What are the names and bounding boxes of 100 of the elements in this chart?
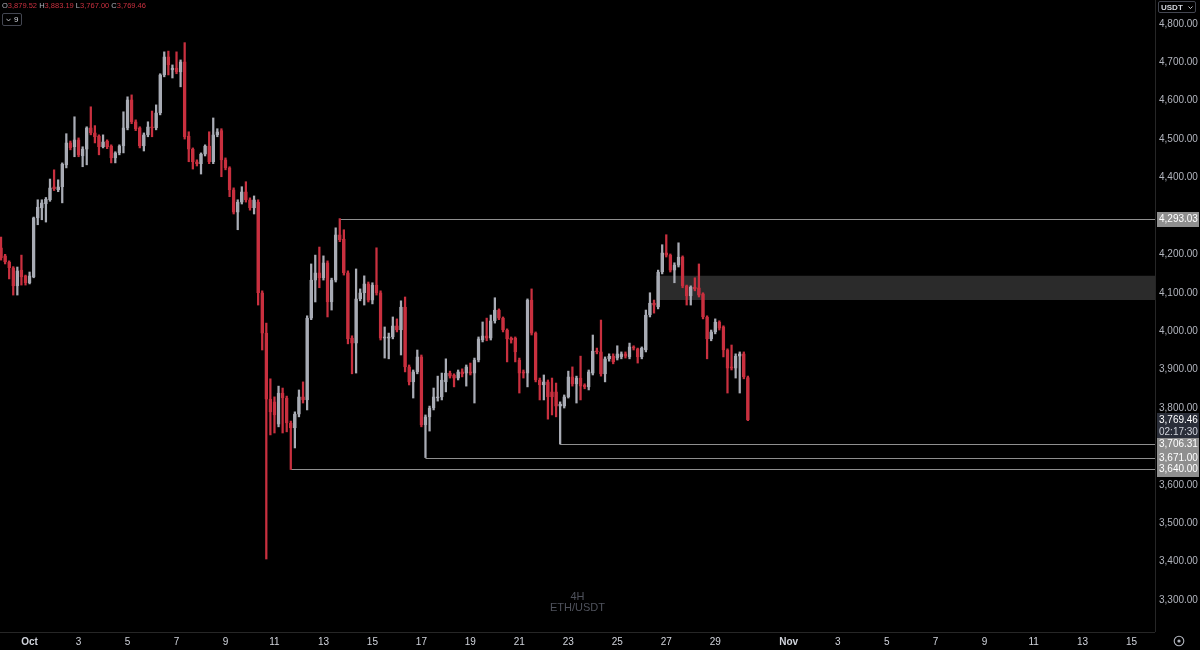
candlestick xyxy=(603,356,607,383)
candlestick xyxy=(154,104,158,131)
y-tick-label: 3,400.00 xyxy=(1159,555,1199,567)
candlestick xyxy=(464,364,469,387)
x-tick-label: 15 xyxy=(1125,635,1138,647)
x-tick-label: Nov xyxy=(779,635,799,647)
candlestick xyxy=(546,379,550,420)
candlestick xyxy=(505,328,509,363)
candlestick xyxy=(656,269,660,310)
annotation: 9 xyxy=(14,14,19,25)
candlestick xyxy=(293,411,297,449)
x-tick-label: 13 xyxy=(1076,635,1089,647)
x-tick-label: 27 xyxy=(660,635,673,647)
candlestick xyxy=(746,375,750,422)
candlestick xyxy=(701,292,705,320)
candlestick xyxy=(382,326,387,359)
candlestick xyxy=(705,315,709,360)
y-tick-label: 3,800.00 xyxy=(1159,401,1199,413)
candlestick xyxy=(0,236,3,261)
candlestick xyxy=(444,358,448,393)
candlestick xyxy=(101,134,105,149)
candlestick xyxy=(305,315,309,411)
text: 02:17:30 xyxy=(1159,425,1199,437)
y-tick-label: 4,400.00 xyxy=(1159,171,1199,183)
x-tick-label: 9 xyxy=(222,635,229,647)
x-tick-label: 17 xyxy=(415,635,428,647)
x-tick-label: 3 xyxy=(834,635,841,647)
y-tick-label: 4,600.00 xyxy=(1159,94,1199,106)
y-tick-label: 4,200.00 xyxy=(1159,248,1199,260)
candlestick xyxy=(3,254,7,265)
candlestick xyxy=(741,351,746,380)
candlestick xyxy=(554,382,558,418)
candlestick xyxy=(354,268,358,374)
ref-line-label: 3,640.00 xyxy=(1159,463,1199,475)
candlestick xyxy=(395,318,399,333)
candlestick xyxy=(93,125,97,144)
candlestick xyxy=(195,159,199,167)
candlestick xyxy=(97,134,101,156)
candlestick xyxy=(248,197,252,211)
candlestick xyxy=(56,179,60,193)
candlestick xyxy=(203,144,207,157)
ref-line-label: 4,293.03 xyxy=(1159,213,1199,225)
x-tick-label: 11 xyxy=(269,635,281,647)
candlestick xyxy=(595,347,599,355)
x-tick-label: 13 xyxy=(317,635,330,647)
ref-line-label: 3,671.00 xyxy=(1159,452,1199,464)
candlestick xyxy=(660,244,665,275)
candlestick xyxy=(350,335,354,375)
candlestick xyxy=(484,317,489,342)
x-tick-label: 9 xyxy=(981,635,988,647)
x-tick-label: 3 xyxy=(75,635,82,647)
x-tick-label: 7 xyxy=(173,635,180,647)
text: ETH/USDT xyxy=(550,601,606,614)
ref-line-label: 3,706.31 xyxy=(1159,438,1199,450)
x-tick-label: 7 xyxy=(932,635,939,647)
candlestick xyxy=(688,285,693,306)
candlestick xyxy=(146,121,150,138)
candlestick xyxy=(346,270,350,345)
candlestick xyxy=(399,300,403,356)
x-tick-label: 11 xyxy=(1028,635,1040,647)
x-tick-label: 5 xyxy=(124,635,131,647)
x-tick-label: 5 xyxy=(883,635,890,647)
candlestick xyxy=(150,110,154,138)
y-axis-title: USDT xyxy=(1161,2,1183,12)
candlestick xyxy=(362,275,367,306)
candlestick xyxy=(488,314,493,341)
candlestick xyxy=(52,169,56,191)
y-tick-label: 3,300.00 xyxy=(1159,593,1199,605)
candlestick xyxy=(407,364,411,386)
candlestick xyxy=(550,377,554,416)
candlestick xyxy=(697,263,701,298)
candlestick xyxy=(607,353,611,362)
candlestick xyxy=(713,318,718,335)
x-tick-label: 21 xyxy=(513,635,526,647)
y-tick-label: 4,700.00 xyxy=(1159,55,1199,67)
x-tick-label: 25 xyxy=(611,635,624,647)
candlestick xyxy=(142,132,146,152)
y-tick-label: 4,800.00 xyxy=(1159,17,1199,29)
text: 3,769.46 xyxy=(1159,414,1199,426)
y-tick-label: 4,500.00 xyxy=(1159,132,1199,144)
candlestick xyxy=(256,199,260,306)
candlestick xyxy=(439,372,444,401)
candlestick xyxy=(199,152,203,175)
candlestick xyxy=(648,292,652,318)
y-tick-label: 3,600.00 xyxy=(1159,478,1199,490)
candlestick xyxy=(709,329,713,342)
x-tick-label: Oct xyxy=(21,635,39,647)
candlestick xyxy=(48,178,52,202)
candlestick xyxy=(88,106,93,136)
candlestick xyxy=(403,296,407,373)
candlestick xyxy=(456,369,460,381)
x-tick-label: 23 xyxy=(562,635,575,647)
candlestick xyxy=(109,144,114,164)
candlestick xyxy=(11,266,16,296)
candlestick xyxy=(252,195,256,215)
candlestick xyxy=(599,319,603,377)
y-tick-label: 4,000.00 xyxy=(1159,324,1199,336)
candlestick xyxy=(84,126,89,166)
candlestick xyxy=(342,229,346,276)
candlestick xyxy=(40,199,44,221)
